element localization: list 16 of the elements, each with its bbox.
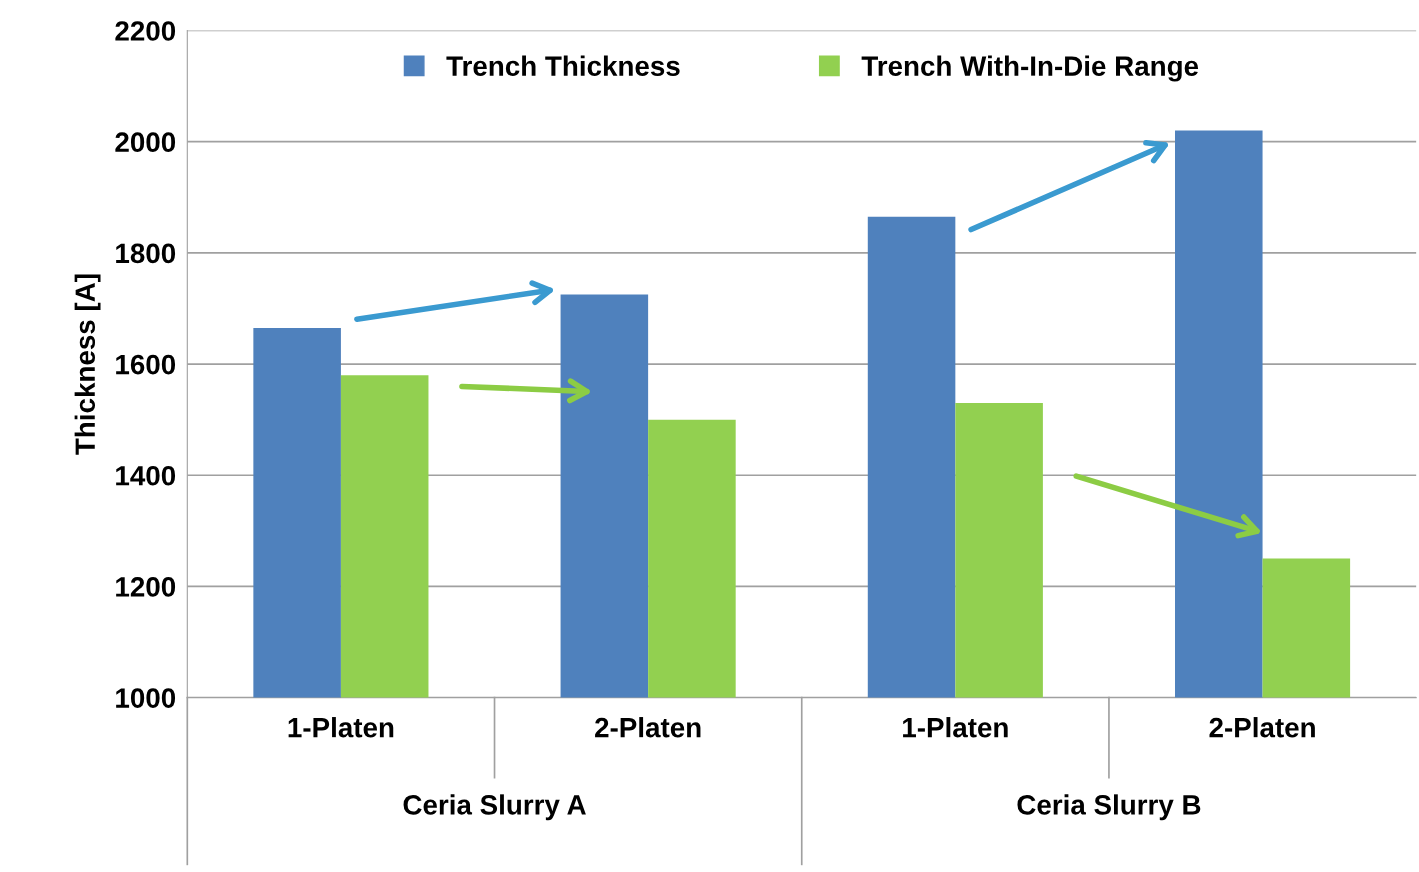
- y-tick-label: 1200: [116, 577, 176, 597]
- x-tick-label: 1-Platen: [903, 717, 1008, 738]
- y-tick-label: 2200: [115, 21, 176, 41]
- y-axis-title: Thickness [A]: [74, 274, 101, 455]
- text: Ceria Slurry A: [403, 794, 586, 821]
- y-tick-label: 1800: [116, 243, 176, 264]
- legend-label: Trench With-In-Die Range: [861, 55, 1199, 82]
- y-tick-label: 1400: [116, 465, 176, 486]
- text: Ceria Slurry B: [1017, 794, 1201, 821]
- x-tick-label: 2-Platen: [595, 717, 701, 738]
- x-tick-label: 1-Platen: [288, 717, 394, 738]
- y-tick-label: 1000: [116, 688, 176, 708]
- x-tick-label: 2-Platen: [1209, 717, 1315, 738]
- legend-label: Trench Thickness: [446, 55, 680, 76]
- y-tick-label: 2000: [115, 132, 176, 153]
- y-tick-label: 1600: [116, 354, 176, 375]
